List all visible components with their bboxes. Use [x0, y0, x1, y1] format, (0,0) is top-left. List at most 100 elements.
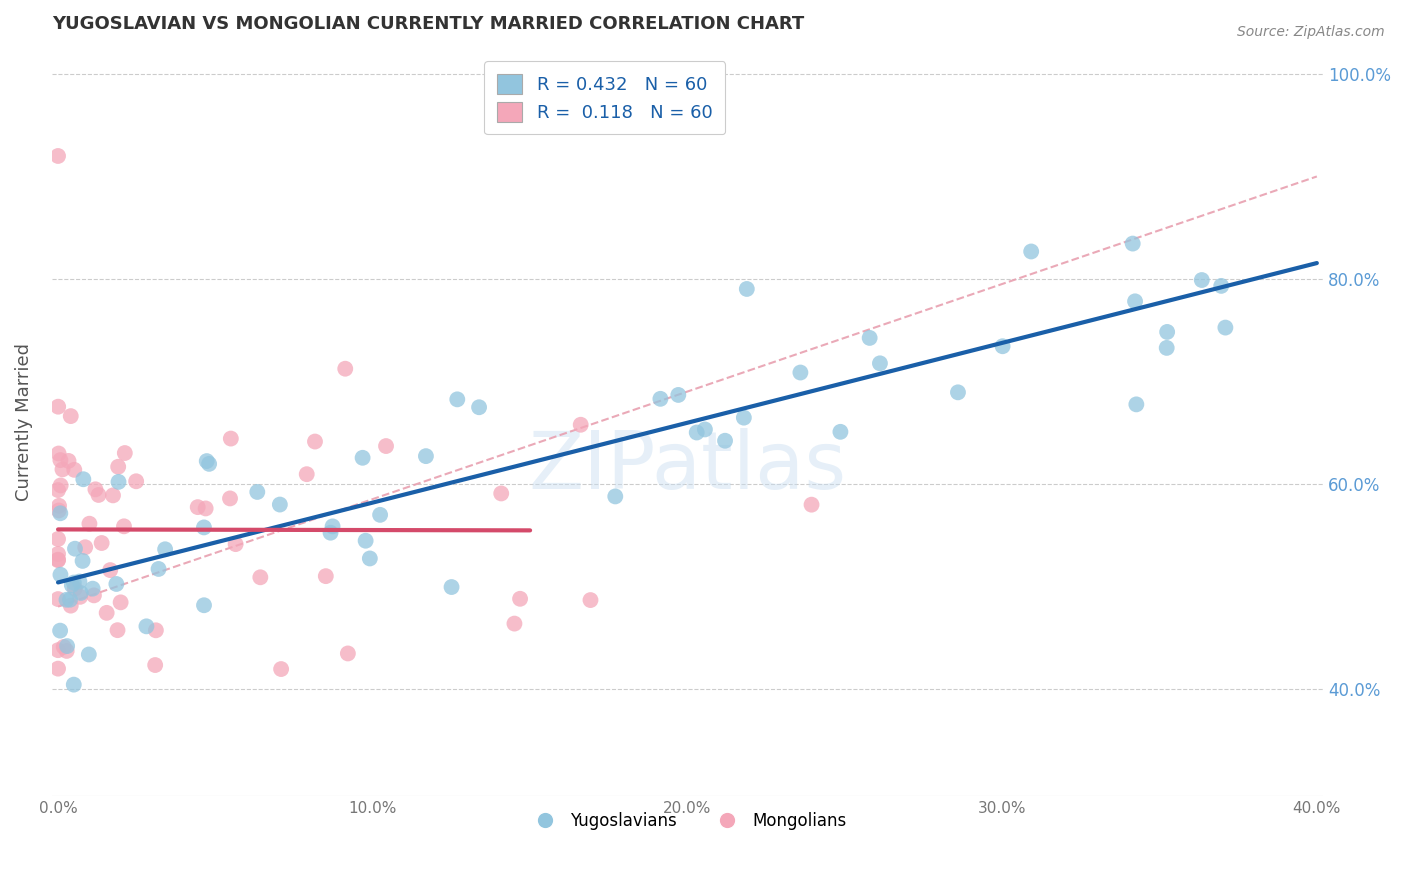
Point	[69, 590, 91, 604]
Point	[107, 475, 129, 489]
Point	[98, 563, 121, 577]
Point	[46, 483, 69, 497]
Point	[225, 537, 247, 551]
Point	[686, 425, 709, 440]
Point	[56, 639, 79, 653]
Point	[46, 662, 69, 676]
Point	[352, 450, 374, 465]
Point	[48, 499, 70, 513]
Point	[246, 485, 269, 500]
Point	[46, 547, 69, 561]
Point	[77, 648, 100, 662]
Point	[48, 503, 70, 517]
Point	[52, 640, 75, 654]
Point	[87, 488, 110, 502]
Point	[46, 532, 69, 546]
Point	[503, 616, 526, 631]
Point	[59, 409, 82, 423]
Point	[46, 400, 69, 414]
Point	[304, 434, 326, 449]
Point	[193, 599, 215, 613]
Point	[58, 454, 80, 468]
Text: YUGOSLAVIAN VS MONGOLIAN CURRENTLY MARRIED CORRELATION CHART: YUGOSLAVIAN VS MONGOLIAN CURRENTLY MARRI…	[52, 15, 804, 33]
Point	[46, 552, 69, 566]
Point	[63, 541, 86, 556]
Point	[59, 599, 82, 613]
Point	[869, 356, 891, 370]
Point	[195, 454, 218, 468]
Point	[46, 149, 69, 163]
Point	[605, 490, 627, 504]
Point	[991, 339, 1014, 353]
Point	[1156, 325, 1178, 339]
Point	[143, 658, 166, 673]
Y-axis label: Currently Married: Currently Married	[15, 343, 32, 501]
Point	[650, 392, 672, 406]
Point	[193, 520, 215, 534]
Point	[830, 425, 852, 439]
Point	[110, 595, 132, 609]
Point	[62, 678, 84, 692]
Point	[49, 453, 72, 467]
Point	[187, 500, 209, 515]
Point	[135, 619, 157, 633]
Point	[60, 578, 83, 592]
Point	[72, 472, 94, 486]
Point	[295, 467, 318, 482]
Point	[75, 541, 97, 555]
Point	[83, 588, 105, 602]
Point	[249, 570, 271, 584]
Point	[1122, 236, 1144, 251]
Point	[148, 562, 170, 576]
Point	[440, 580, 463, 594]
Point	[96, 606, 118, 620]
Point	[51, 462, 73, 476]
Point	[1191, 273, 1213, 287]
Point	[48, 446, 70, 460]
Point	[219, 491, 242, 506]
Point	[319, 525, 342, 540]
Point	[800, 498, 823, 512]
Point	[368, 508, 391, 522]
Point	[107, 623, 129, 637]
Point	[270, 662, 292, 676]
Legend: Yugoslavians, Mongolians: Yugoslavians, Mongolians	[522, 805, 853, 837]
Point	[1019, 244, 1042, 259]
Point	[49, 478, 72, 492]
Point	[1156, 341, 1178, 355]
Point	[194, 501, 217, 516]
Point	[145, 624, 167, 638]
Point	[55, 592, 77, 607]
Point	[1125, 397, 1147, 411]
Point	[59, 592, 82, 607]
Point	[72, 554, 94, 568]
Point	[63, 463, 86, 477]
Point	[336, 647, 359, 661]
Point	[49, 567, 72, 582]
Point	[107, 459, 129, 474]
Point	[55, 644, 77, 658]
Point	[1215, 320, 1237, 334]
Point	[69, 586, 91, 600]
Point	[714, 434, 737, 448]
Point	[90, 536, 112, 550]
Point	[105, 577, 128, 591]
Point	[859, 331, 882, 345]
Point	[569, 417, 592, 432]
Point	[468, 401, 491, 415]
Point	[101, 488, 124, 502]
Point	[198, 457, 221, 471]
Point	[49, 624, 72, 638]
Point	[375, 439, 398, 453]
Point	[415, 449, 437, 463]
Point	[322, 519, 344, 533]
Point	[46, 553, 69, 567]
Point	[153, 542, 176, 557]
Point	[946, 385, 969, 400]
Point	[735, 282, 758, 296]
Point	[666, 388, 689, 402]
Point	[1123, 294, 1146, 309]
Point	[114, 446, 136, 460]
Point	[733, 410, 755, 425]
Point	[84, 483, 107, 497]
